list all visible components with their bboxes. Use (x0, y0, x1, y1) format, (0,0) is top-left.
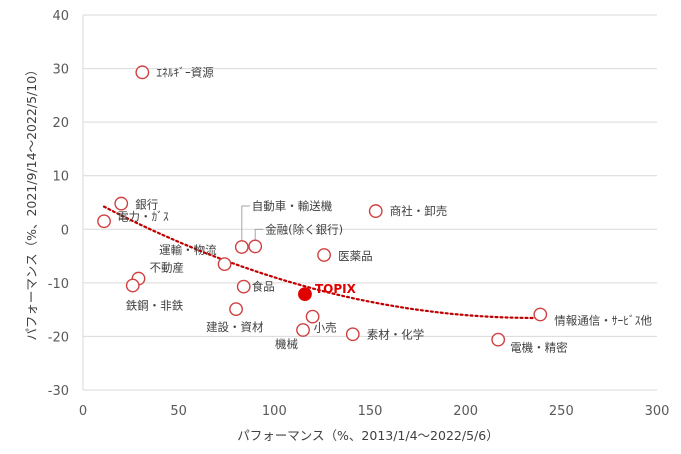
data-point (125, 278, 140, 293)
data-point-label: 小売 (314, 321, 337, 335)
data-point (135, 65, 150, 80)
data-point (236, 279, 251, 294)
data-point (317, 248, 331, 262)
x-tick-label: 200 (453, 404, 478, 419)
y-tick-label: 0 (61, 223, 69, 238)
data-point-label: 食品 (252, 280, 275, 294)
topix-point (298, 287, 312, 302)
data-point (368, 204, 383, 218)
data-point-label: 素材・化学 (367, 327, 425, 341)
x-tick-label: 300 (645, 404, 670, 419)
y-tick-label: -30 (48, 384, 69, 399)
y-tick-label: 10 (52, 170, 69, 185)
y-axis-title: パフォーマンス（%、2021/9/14～2022/5/10） (24, 63, 39, 340)
data-point-label: 不動産 (149, 261, 184, 275)
data-point-label: 運輸・物流 (159, 243, 217, 257)
data-point-label: 鉄鋼・非鉄 (126, 299, 184, 313)
data-point-label: 銀行 (135, 198, 158, 212)
label-leader-lines (241, 205, 264, 241)
data-points (97, 65, 548, 347)
data-point (248, 239, 263, 254)
y-tick-label: 20 (52, 116, 69, 131)
data-point-label: 建設・資材 (206, 320, 264, 334)
data-point (296, 323, 310, 337)
x-tick-label: 150 (358, 404, 383, 419)
data-point-label: 商社・卸売 (390, 204, 448, 218)
data-point-label: 情報通信・ｻｰﾋﾞｽ他 (554, 313, 652, 327)
data-point (97, 214, 111, 229)
x-tick-label: 0 (79, 404, 87, 419)
data-point-label: 電機・精密 (510, 341, 568, 355)
gridlines (82, 14, 657, 391)
data-point (491, 332, 506, 347)
x-tick-label: 50 (170, 404, 187, 419)
data-point (114, 196, 129, 211)
data-point (345, 327, 360, 342)
data-point-label: ｴﾈﾙｷﾞｰ資源 (156, 65, 214, 79)
data-point (217, 257, 232, 272)
y-tick-label: 40 (52, 9, 69, 24)
data-point (234, 240, 249, 254)
y-tick-label: -10 (48, 277, 69, 292)
label-leader-line (254, 228, 264, 241)
data-point-label: 機械 (275, 337, 298, 351)
x-tick-label: 250 (549, 404, 574, 419)
y-tick-label: 30 (52, 63, 69, 78)
data-point-label: 金融(除く銀行) (265, 222, 343, 236)
data-point (305, 309, 320, 324)
y-tick-label: -20 (48, 330, 69, 345)
topix-label: TOPIX (315, 282, 357, 296)
data-point (229, 302, 243, 317)
label-leader-line (241, 205, 250, 241)
data-point (533, 307, 548, 322)
data-point-label: 医薬品 (338, 249, 373, 263)
trendline (102, 205, 542, 320)
data-point-label: 自動車・輸送機 (252, 199, 333, 213)
x-axis-title: パフォーマンス（%、2013/1/4～2022/5/6） (237, 428, 498, 443)
x-tick-label: 100 (262, 404, 287, 419)
data-point-label: 電力・ｶﾞｽ (117, 209, 169, 223)
